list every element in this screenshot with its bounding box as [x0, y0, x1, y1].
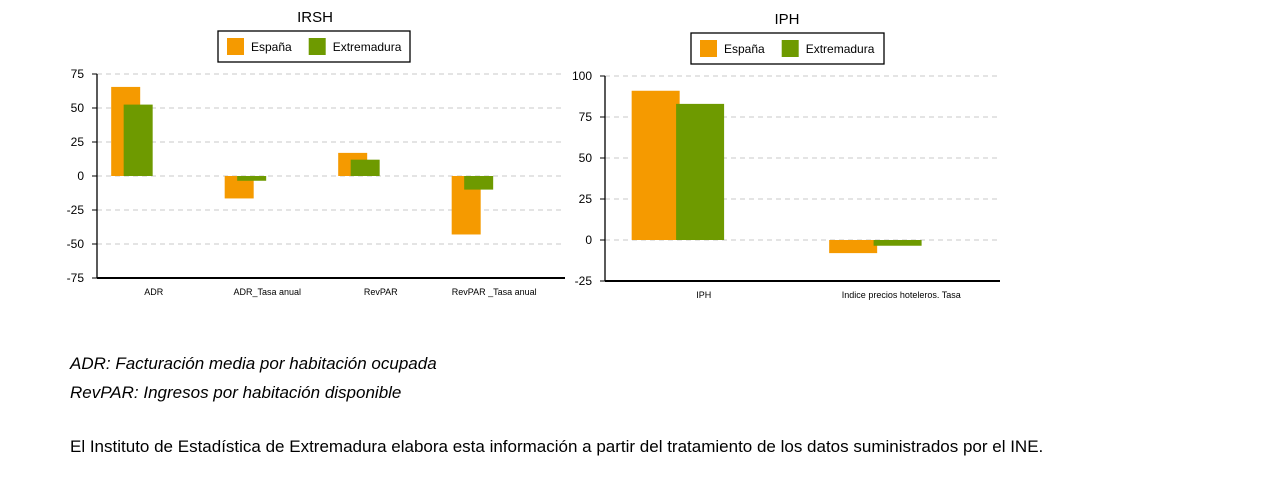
y-tick-label: 100 — [572, 69, 592, 83]
y-tick-label: 25 — [579, 192, 593, 206]
bar-españa-2 — [829, 240, 878, 254]
bar-extremadura-3 — [350, 159, 380, 176]
legend: España Extremadura — [217, 30, 411, 63]
y-tick-label: 75 — [71, 67, 85, 81]
x-tick-label: IPH — [696, 290, 711, 300]
legend: España Extremadura — [690, 32, 885, 65]
x-tick-label: RevPAR — [364, 287, 398, 297]
bar-extremadura-1 — [123, 104, 153, 176]
chart-2: IPH España Extremadura 100 75 50 25 0 -25 IPH Indi… — [572, 11, 1000, 300]
revpar-footnote: RevPAR: Ingresos por habitación disponib… — [70, 383, 402, 402]
chart-title: IPH — [774, 11, 799, 28]
legend-swatch-1 — [227, 38, 244, 55]
x-tick-label: RevPAR _Tasa anual — [452, 287, 537, 297]
adr-footnote: ADR: Facturación media por habitación oc… — [70, 354, 437, 373]
x-tick-label: Indice precios hoteleros. Tasa — [842, 290, 961, 300]
bar-españa-1 — [631, 90, 680, 240]
y-tick-label: 25 — [71, 135, 85, 149]
legend-swatch-2 — [308, 38, 326, 55]
bar-extremadura-4 — [464, 176, 494, 190]
y-tick-label: 75 — [579, 110, 593, 124]
legend-swatch-2 — [781, 40, 799, 57]
bar-extremadura-1 — [676, 103, 725, 240]
y-tick-label: 0 — [585, 233, 592, 247]
chart-1: IRSH España Extremadura 75 50 25 0 -25 -50 -75 ADR… — [67, 9, 565, 297]
legend-swatch-1 — [700, 40, 717, 57]
charts-canvas: IRSH España Extremadura 75 50 25 0 -25 -50 -75 ADR… — [67, 9, 1000, 300]
legend-label-1: España — [251, 40, 292, 54]
y-tick-label: 50 — [579, 151, 593, 165]
y-tick-label: -50 — [67, 237, 85, 251]
y-tick-label: -25 — [67, 203, 85, 217]
y-tick-label: -25 — [575, 274, 593, 288]
legend-label-2: Extremadura — [806, 42, 875, 56]
legend-label-2: Extremadura — [333, 40, 402, 54]
y-tick-label: -75 — [67, 271, 85, 285]
x-tick-label: ADR — [144, 287, 164, 297]
legend-label-1: España — [724, 42, 765, 56]
bar-extremadura-2 — [237, 176, 267, 181]
chart-title: IRSH — [297, 9, 333, 26]
y-tick-label: 0 — [77, 169, 84, 183]
y-tick-label: 50 — [71, 101, 85, 115]
x-tick-label: ADR_Tasa anual — [233, 287, 301, 297]
source-note: El Instituto de Estadística de Extremadu… — [70, 437, 1044, 456]
bar-extremadura-2 — [873, 240, 922, 246]
bar-españa-2 — [224, 176, 254, 199]
